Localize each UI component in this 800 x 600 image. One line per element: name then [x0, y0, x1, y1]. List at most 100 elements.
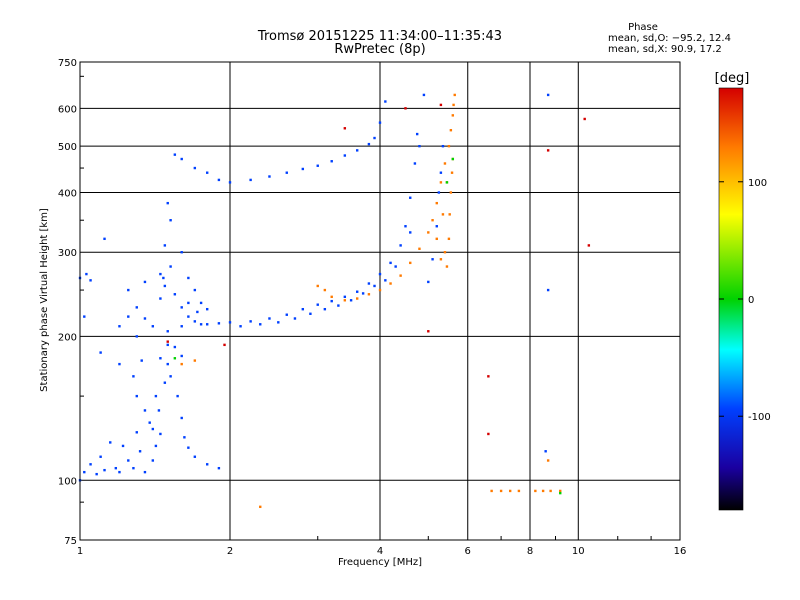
data-point: [394, 265, 397, 268]
data-point: [404, 107, 407, 110]
data-point: [309, 312, 312, 315]
data-point: [367, 293, 371, 296]
data-point: [259, 505, 262, 509]
data-point: [223, 343, 226, 347]
data-point: [173, 345, 177, 349]
data-point: [151, 325, 155, 328]
data-point: [418, 247, 421, 250]
data-point: [205, 323, 209, 326]
data-point: [490, 489, 493, 493]
plot-frame: [79, 61, 681, 541]
data-point: [193, 166, 197, 170]
data-point: [89, 463, 92, 466]
data-point: [180, 416, 183, 420]
data-point: [143, 470, 147, 474]
data-point: [121, 444, 125, 448]
data-point: [508, 489, 512, 493]
data-point: [384, 279, 387, 282]
data-point: [132, 466, 135, 470]
data-point: [330, 295, 333, 299]
x-tick-label: 2: [227, 546, 233, 557]
data-point: [249, 320, 252, 323]
data-point: [427, 280, 430, 284]
y-tick-label: 100: [58, 476, 77, 487]
data-point: [166, 201, 169, 205]
data-point: [180, 157, 183, 161]
data-point: [162, 276, 165, 280]
colorbar-tick-label: 100: [748, 178, 767, 189]
data-point: [268, 317, 271, 320]
data-point: [173, 153, 177, 156]
data-point: [169, 219, 172, 222]
data-point: [343, 299, 347, 302]
data-point: [343, 295, 347, 299]
data-point: [447, 144, 451, 148]
data-point: [217, 178, 221, 182]
y-axis-label: Stationary phase Virtual Height [km]: [39, 208, 50, 392]
x-tick-label: 10: [572, 546, 585, 557]
data-point: [361, 292, 365, 295]
x-tick-labels: 1 2 4 6 8 10 16: [77, 546, 687, 557]
data-point: [445, 181, 449, 184]
data-point: [355, 149, 359, 152]
data-point: [183, 436, 186, 439]
data-point: [330, 299, 333, 303]
data-point: [439, 258, 443, 261]
data-point: [95, 472, 98, 476]
x-tick-label: 4: [377, 546, 383, 557]
data-point: [323, 288, 327, 292]
data-point: [169, 265, 172, 268]
data-point: [316, 284, 319, 288]
stats-line-x: mean, sd,X: 90.9, 17.2: [608, 44, 722, 55]
data-point: [217, 466, 221, 470]
data-point: [285, 171, 288, 174]
data-point: [437, 191, 441, 194]
data-point: [166, 330, 169, 333]
data-point: [441, 213, 445, 216]
data-point: [404, 225, 407, 228]
data-point: [148, 421, 151, 424]
data-point: [154, 394, 158, 398]
data-point: [99, 351, 102, 354]
data-point: [546, 459, 550, 462]
data-point: [199, 301, 203, 305]
chart-subtitle: RwPretec (8p): [334, 42, 425, 57]
data-point: [166, 340, 169, 343]
data-point: [109, 441, 112, 444]
data-point: [546, 149, 550, 152]
data-point: [151, 427, 155, 431]
data-point: [541, 489, 545, 493]
data-point: [163, 381, 167, 384]
data-point: [205, 307, 209, 311]
data-point: [151, 459, 155, 462]
data-point: [163, 244, 167, 247]
data-point: [239, 325, 242, 328]
data-point: [418, 144, 421, 148]
y-tick-labels: 75 100 200 300 400 500 600 750: [58, 58, 77, 547]
data-point: [277, 321, 280, 324]
data-point: [285, 313, 288, 316]
data-point: [103, 468, 106, 472]
data-point: [135, 306, 138, 309]
data-point: [180, 251, 183, 254]
data-point: [409, 261, 412, 265]
data-point: [448, 213, 451, 216]
x-tick-label: 16: [674, 546, 687, 557]
data-point: [439, 181, 443, 184]
data-point: [159, 272, 162, 276]
data-point: [143, 317, 147, 320]
data-point: [127, 288, 130, 292]
colorbar-tick-label: -100: [748, 412, 771, 423]
data-point: [355, 290, 359, 293]
data-point: [127, 315, 130, 318]
data-point: [83, 470, 86, 474]
data-point: [337, 304, 340, 307]
data-point: [180, 362, 183, 366]
data-point: [559, 489, 562, 493]
data-point: [193, 288, 197, 292]
data-point: [487, 375, 490, 378]
data-point: [422, 93, 426, 97]
data-point: [431, 258, 434, 261]
data-point: [135, 335, 138, 338]
data-point: [445, 265, 449, 268]
